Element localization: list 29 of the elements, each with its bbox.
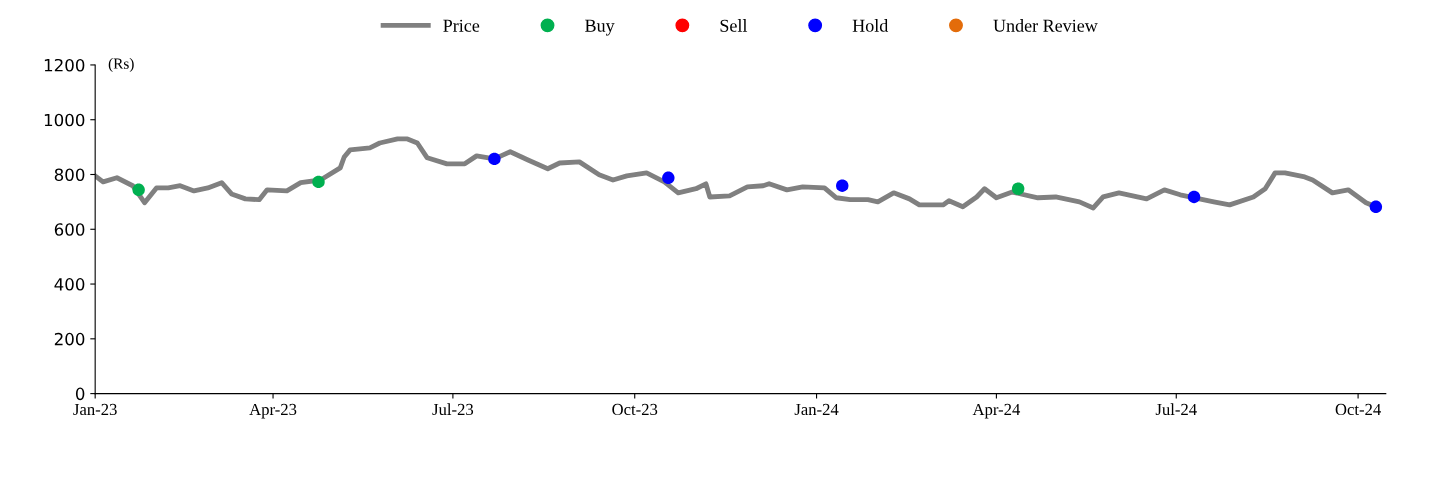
- point: [488, 152, 501, 166]
- point: [1369, 200, 1383, 214]
- point: [1187, 190, 1201, 204]
- x-tick-label: Oct-24: [1335, 403, 1381, 416]
- legend-label: Hold: [852, 19, 889, 32]
- x-tick-label: Apr-24: [972, 403, 1021, 419]
- x-tick-label: Jan-23: [73, 403, 117, 416]
- y-tick-label: 400: [54, 278, 85, 291]
- x-tick-label: Oct-23: [612, 403, 658, 416]
- legend-label: Buy: [585, 19, 615, 36]
- x-tick-label: Jan-24: [794, 403, 839, 416]
- legend-label: Sell: [720, 19, 748, 32]
- y-tick-label: 800: [54, 168, 85, 182]
- x-tick-label: Jul-23: [432, 403, 474, 416]
- y-tick-label: 600: [54, 223, 85, 236]
- x-tick-label: Apr-23: [249, 403, 297, 419]
- y-axis-title: (Rs): [108, 58, 134, 72]
- point: [836, 179, 849, 192]
- legend-label: Price: [443, 19, 480, 32]
- y-tick-label: 0: [75, 387, 85, 401]
- point: [1011, 182, 1025, 195]
- y-tick-label: 1000: [44, 113, 85, 127]
- legend-label: Under Review: [993, 19, 1098, 32]
- point: [312, 175, 325, 189]
- point: [662, 171, 675, 184]
- y-tick-label: 1200: [44, 58, 85, 72]
- y-tick-label: 200: [54, 332, 85, 346]
- point: [132, 183, 145, 197]
- x-tick-label: Jul-24: [1155, 403, 1197, 416]
